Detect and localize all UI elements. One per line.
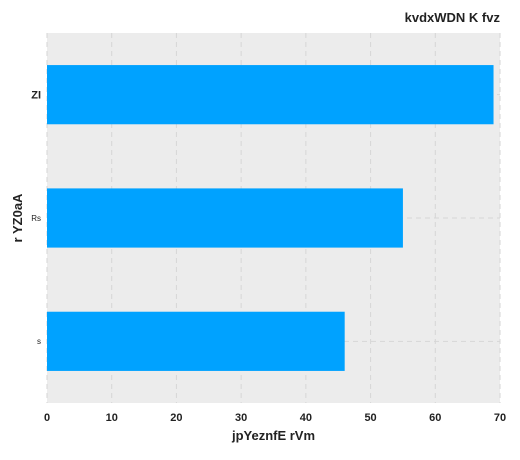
x-tick-labels: 0 10 20 30 40 50 60 70 — [44, 412, 506, 424]
bar-rs — [47, 188, 403, 248]
x-tick-label: 40 — [300, 412, 312, 424]
x-tick-label: 60 — [429, 412, 441, 424]
x-tick-label: 0 — [44, 412, 50, 424]
bar-zi — [47, 65, 494, 125]
x-axis-label: jpYeznfE rVm — [231, 428, 315, 443]
x-tick-label: 20 — [170, 412, 182, 424]
chart-title: kvdxWDN K fvz — [405, 10, 501, 25]
bar-s — [47, 311, 345, 371]
x-tick-label: 70 — [494, 412, 506, 424]
x-tick-label: 30 — [235, 412, 247, 424]
x-tick-label: 50 — [364, 412, 376, 424]
x-tick-label: 10 — [106, 412, 118, 424]
bars — [47, 65, 494, 371]
y-tick-labels: ZI Rs s — [31, 90, 41, 347]
y-tick-label: Rs — [31, 214, 41, 223]
y-tick-label: s — [37, 337, 41, 346]
y-tick-label: ZI — [31, 90, 41, 102]
y-axis-label: r YZ0aA — [10, 193, 25, 243]
